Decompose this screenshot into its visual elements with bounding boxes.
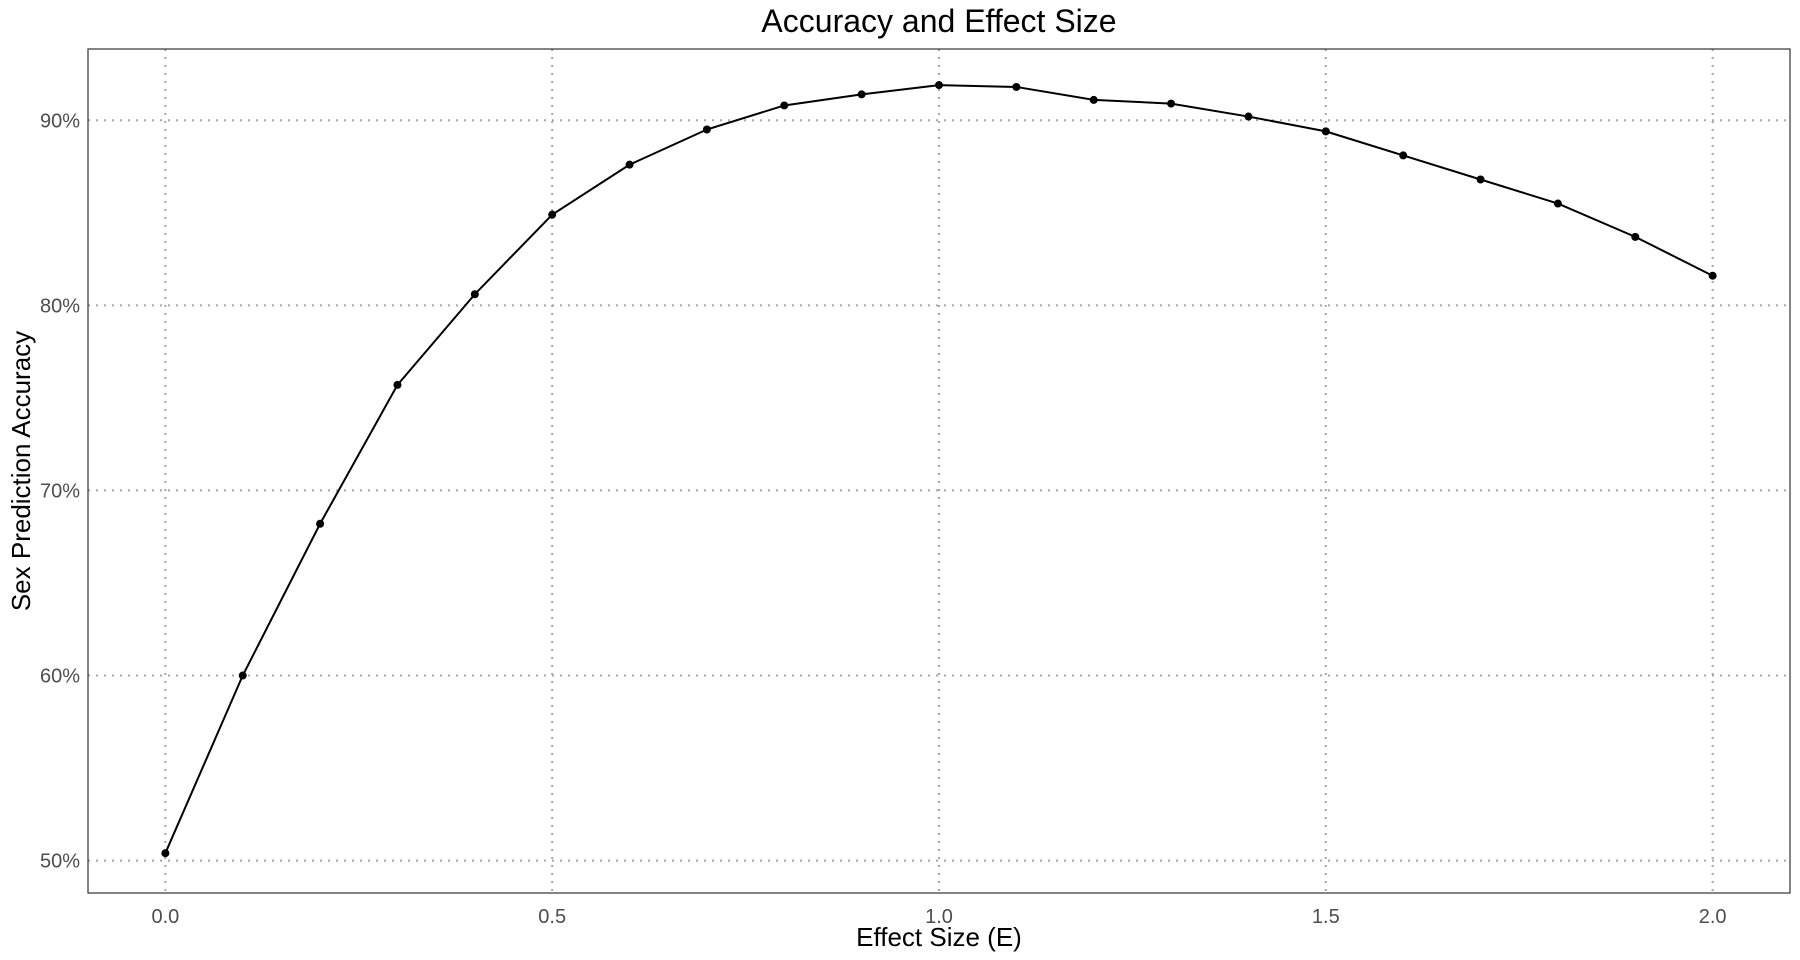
- data-point: [935, 81, 943, 90]
- data-point: [1399, 151, 1408, 160]
- data-point: [1553, 199, 1562, 208]
- y-tick-labels: 50% 60% 70% 80% 90%: [40, 110, 80, 872]
- plot-panel-border: [87, 48, 1791, 894]
- data-point: [1476, 175, 1485, 184]
- y-tick-label: 60%: [40, 666, 80, 688]
- x-axis-label: Effect Size (E): [856, 922, 1022, 952]
- x-tick-label: 2.0: [1699, 906, 1727, 928]
- series-group: [161, 81, 1717, 858]
- y-tick-label: 80%: [40, 295, 80, 317]
- data-point: [393, 380, 402, 389]
- y-tick-label: 50%: [40, 851, 80, 873]
- chart-title: Accuracy and Effect Size: [761, 3, 1116, 39]
- x-tick-label: 1.0: [925, 906, 953, 928]
- data-point: [161, 849, 170, 858]
- x-tick-label: 1.5: [1312, 906, 1340, 928]
- data-point: [1708, 271, 1717, 280]
- data-point: [780, 101, 789, 110]
- data-point: [470, 290, 479, 299]
- data-point: [238, 671, 247, 680]
- data-point: [1244, 112, 1253, 121]
- y-axis-label: Sex Prediction Accuracy: [6, 331, 36, 611]
- x-tick-labels: 0.0 0.5 1.0 1.5 2.0: [151, 906, 1726, 928]
- data-point: [1012, 82, 1021, 91]
- data-point: [548, 210, 557, 219]
- data-point: [1167, 99, 1176, 108]
- y-tick-label: 70%: [40, 480, 80, 502]
- y-tick-label: 90%: [40, 110, 80, 132]
- data-point: [857, 90, 866, 99]
- data-point: [625, 160, 634, 169]
- data-point: [1631, 232, 1640, 241]
- x-tick-label: 0.0: [151, 906, 179, 928]
- data-point: [316, 519, 325, 528]
- data-point: [1321, 127, 1330, 136]
- data-point: [1089, 95, 1098, 104]
- data-point: [702, 125, 711, 134]
- x-tick-label: 0.5: [538, 906, 566, 928]
